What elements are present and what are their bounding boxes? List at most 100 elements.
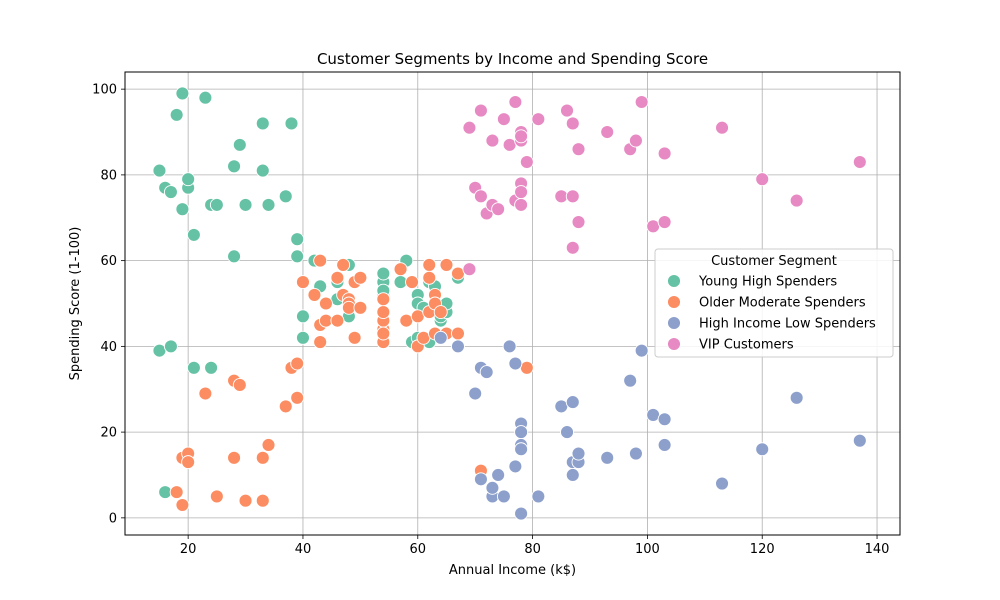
data-point-young-high-spenders [296, 330, 310, 345]
legend-title: Customer Segment [711, 254, 837, 269]
data-point-vip-customers [600, 125, 615, 139]
data-point-older-moderate-spenders [169, 485, 184, 500]
data-point-older-moderate-spenders [439, 257, 454, 272]
data-point-high-income-low-spenders [623, 373, 638, 388]
data-point-high-income-low-spenders [508, 459, 523, 474]
legend: Customer Segment Young High Spenders Olde… [654, 248, 894, 358]
data-point-older-moderate-spenders [255, 450, 270, 465]
legend-label-older-moderate-spenders: Older Moderate Spenders [699, 296, 866, 311]
y-tick-label: 60 [100, 254, 117, 269]
data-point-older-moderate-spenders [347, 330, 362, 345]
data-point-high-income-low-spenders [514, 442, 529, 457]
series-high-income-low-spenders [433, 330, 867, 521]
data-point-older-moderate-spenders [353, 300, 368, 315]
data-point-older-moderate-spenders [376, 292, 391, 307]
series-vip-customers [462, 95, 867, 277]
data-point-high-income-low-spenders [514, 425, 529, 440]
data-point-older-moderate-spenders [255, 493, 270, 508]
data-point-high-income-low-spenders [531, 489, 546, 504]
data-point-older-moderate-spenders [330, 313, 345, 328]
data-point-high-income-low-spenders [628, 446, 643, 461]
data-point-older-moderate-spenders [232, 378, 247, 392]
data-point-vip-customers [715, 120, 729, 135]
data-point-high-income-low-spenders [496, 489, 511, 504]
data-point-older-moderate-spenders [307, 287, 322, 302]
data-point-young-high-spenders [152, 163, 167, 178]
x-tick-label: 120 [750, 542, 775, 557]
data-point-older-moderate-spenders [336, 257, 351, 272]
x-tick-label: 40 [295, 542, 312, 557]
data-point-older-moderate-spenders [313, 335, 328, 350]
data-point-young-high-spenders [255, 163, 270, 178]
data-point-high-income-low-spenders [502, 339, 517, 354]
data-point-young-high-spenders [186, 360, 201, 375]
data-point-high-income-low-spenders [514, 506, 529, 521]
data-point-young-high-spenders [227, 159, 242, 174]
data-point-high-income-low-spenders [600, 450, 615, 465]
x-tick-label: 140 [865, 542, 890, 557]
x-tick-label: 80 [524, 542, 541, 557]
data-point-vip-customers [657, 146, 672, 161]
data-point-high-income-low-spenders [789, 390, 804, 405]
data-points [152, 86, 867, 521]
y-tick-label: 100 [92, 83, 117, 98]
data-point-older-moderate-spenders [198, 386, 213, 401]
data-point-vip-customers [491, 202, 506, 217]
data-point-high-income-low-spenders [657, 412, 672, 427]
y-tick-label: 40 [100, 340, 117, 355]
data-point-young-high-spenders [238, 197, 253, 212]
data-point-young-high-spenders [204, 360, 219, 375]
data-point-older-moderate-spenders [181, 455, 196, 470]
data-point-young-high-spenders [261, 197, 276, 212]
data-point-older-moderate-spenders [433, 305, 448, 320]
data-point-young-high-spenders [169, 107, 184, 122]
data-point-older-moderate-spenders [353, 270, 368, 285]
data-point-young-high-spenders [255, 116, 270, 131]
data-point-vip-customers [755, 172, 770, 187]
data-point-vip-customers [789, 193, 804, 208]
data-point-vip-customers [519, 155, 534, 169]
data-point-high-income-low-spenders [473, 472, 488, 487]
data-point-older-moderate-spenders [422, 270, 437, 285]
y-tick-label: 20 [100, 426, 117, 441]
data-point-high-income-low-spenders [571, 446, 586, 461]
data-point-older-moderate-spenders [209, 489, 224, 504]
data-point-young-high-spenders [284, 116, 299, 131]
data-point-young-high-spenders [209, 197, 224, 212]
data-point-older-moderate-spenders [393, 262, 408, 277]
data-point-young-high-spenders [278, 189, 293, 204]
data-point-older-moderate-spenders [318, 296, 333, 311]
data-point-high-income-low-spenders [491, 468, 506, 482]
data-point-young-high-spenders [175, 86, 190, 101]
data-point-vip-customers [560, 103, 574, 118]
data-point-high-income-low-spenders [852, 433, 867, 448]
data-point-older-moderate-spenders [175, 498, 190, 512]
data-point-young-high-spenders [290, 232, 305, 247]
data-point-vip-customers [852, 155, 867, 169]
data-point-older-moderate-spenders [422, 257, 437, 272]
data-point-vip-customers [571, 215, 586, 229]
y-tick-label: 80 [100, 168, 117, 183]
data-point-high-income-low-spenders [485, 480, 500, 495]
data-point-vip-customers [565, 116, 580, 131]
data-point-vip-customers [473, 103, 488, 118]
legend-marker-older-moderate-spenders [667, 295, 681, 309]
data-point-vip-customers [508, 95, 523, 109]
legend-label-high-income-low-spenders: High Income Low Spenders [699, 317, 876, 332]
data-point-vip-customers [565, 189, 580, 204]
data-point-high-income-low-spenders [565, 395, 580, 410]
legend-marker-high-income-low-spenders [667, 316, 681, 330]
data-point-vip-customers [571, 142, 586, 157]
data-point-older-moderate-spenders [290, 390, 305, 405]
data-point-older-moderate-spenders [296, 275, 310, 290]
data-point-young-high-spenders [227, 249, 242, 264]
data-point-vip-customers [496, 112, 511, 127]
data-point-vip-customers [634, 95, 649, 109]
x-tick-label: 60 [410, 542, 427, 557]
data-point-older-moderate-spenders [376, 305, 391, 320]
data-point-vip-customers [657, 215, 672, 229]
data-point-older-moderate-spenders [278, 399, 293, 414]
data-point-high-income-low-spenders [657, 438, 672, 452]
data-point-older-moderate-spenders [227, 450, 242, 465]
data-point-older-moderate-spenders [290, 356, 305, 371]
